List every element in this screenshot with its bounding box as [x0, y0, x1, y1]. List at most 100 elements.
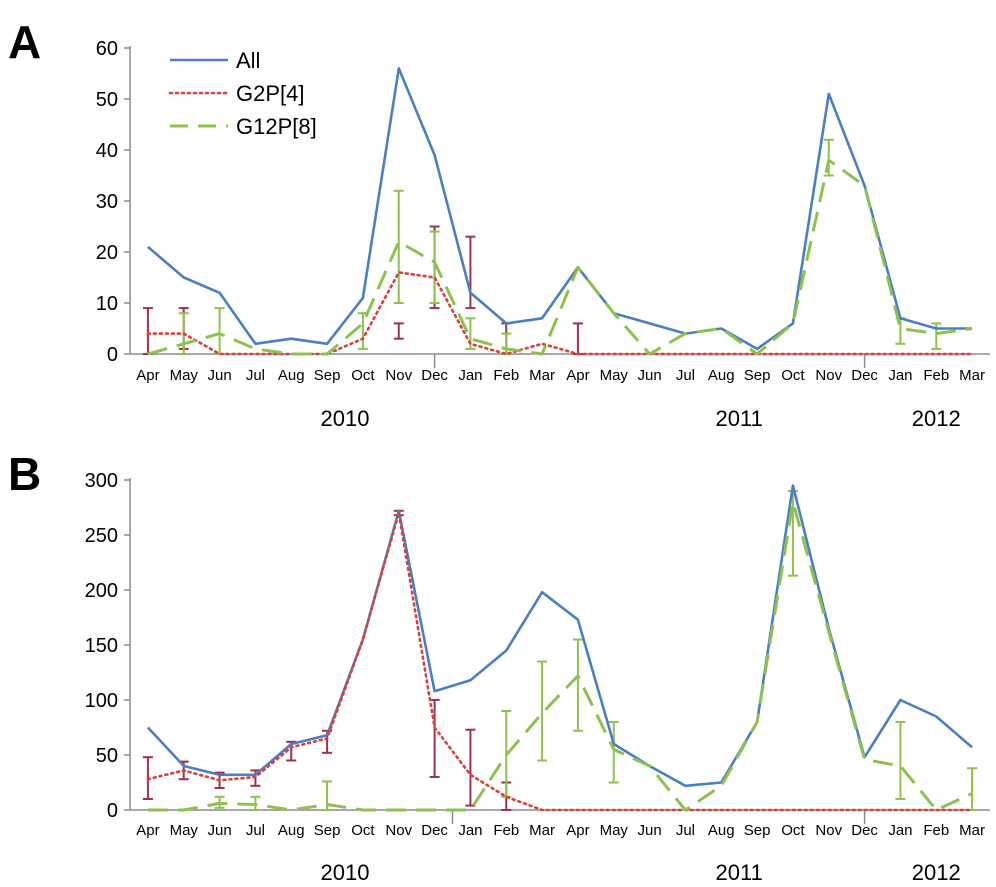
x-tick-label: Feb: [923, 367, 949, 384]
x-tick-label: Sep: [744, 822, 771, 839]
legend: All G2P[4] G12P[8]: [168, 48, 317, 139]
series-line-g2p4: [146, 511, 974, 812]
x-tick-label: Aug: [708, 367, 735, 384]
legend-item-g12p8: G12P[8]: [170, 114, 317, 139]
y-tick-label: 10: [96, 293, 118, 315]
x-tick-label: Oct: [781, 367, 805, 384]
x-tick-label: Mar: [959, 822, 985, 839]
x-tick-label: Dec: [421, 367, 448, 384]
x-tick-label: Jan: [458, 822, 482, 839]
year-label: 2011: [716, 406, 763, 431]
legend-label: G2P[4]: [236, 81, 304, 106]
x-tick-label: Sep: [314, 367, 341, 384]
panel-b-label: B: [8, 448, 41, 500]
error-bar-g2p4: [142, 307, 153, 355]
series-line-g12p8: [147, 158, 973, 356]
error-bar-g2p4: [572, 322, 583, 355]
series-line-all: [147, 67, 973, 351]
x-tick-label: Mar: [959, 367, 985, 384]
legend-label: G12P[8]: [236, 114, 317, 139]
x-tick-label: Feb: [493, 822, 519, 839]
x-tick-label: Mar: [529, 822, 555, 839]
series-line-g12p8: [147, 500, 973, 812]
x-tick-label: Apr: [136, 367, 159, 384]
error-bar-g12p8: [895, 721, 906, 800]
panel-b-chart: 0 50 100 150 200 250 300 Apr May Jun Jul Aug Sep Oct N…: [85, 470, 990, 885]
error-bar-g12p8: [572, 638, 583, 732]
error-bar-g2p4: [393, 322, 404, 340]
error-bar-g12p8: [608, 721, 619, 784]
year-label: 2011: [716, 860, 763, 885]
error-bar-g12p8: [823, 138, 834, 177]
error-bar-g12p8: [501, 332, 512, 355]
x-tick-label: Jul: [246, 822, 265, 839]
legend-item-all: All: [170, 48, 260, 73]
legend-item-g2p4: G2P[4]: [168, 81, 304, 106]
x-tick-label: Jun: [207, 822, 231, 839]
error-bar-g12p8: [214, 307, 225, 355]
x-tick-label: Jun: [637, 822, 661, 839]
x-tick-label: May: [600, 822, 629, 839]
y-tick-label: 30: [96, 191, 118, 213]
year-label: 2012: [912, 860, 961, 885]
x-tick-label: Sep: [314, 822, 341, 839]
error-bar-g2p4: [465, 235, 476, 310]
error-bar-g12p8: [967, 767, 978, 811]
x-tick-label: Feb: [923, 822, 949, 839]
x-tick-label: Nov: [815, 367, 842, 384]
year-label: 2010: [321, 406, 370, 431]
x-tick-label: Oct: [351, 367, 375, 384]
x-tick-label: Feb: [493, 367, 519, 384]
x-tick-label: Oct: [351, 822, 375, 839]
error-bar-g12p8: [393, 189, 404, 304]
y-tick-label: 50: [96, 89, 118, 111]
x-tick-label: Dec: [421, 822, 448, 839]
y-tick-label: 20: [96, 242, 118, 264]
x-tick-label: May: [600, 367, 629, 384]
y-tick-label: 40: [96, 140, 118, 162]
error-bar-g12p8: [429, 230, 440, 304]
error-bar-g12p8: [537, 660, 548, 762]
x-tick-label: Jul: [676, 367, 695, 384]
y-tick-label: 50: [96, 745, 118, 767]
y-tick-label: 150: [85, 635, 118, 657]
year-label: 2010: [321, 860, 370, 885]
panel-a-label: A: [8, 16, 41, 68]
y-tick-label: 60: [96, 38, 118, 60]
y-tick-label: 0: [107, 344, 118, 366]
error-bar-g2p4: [465, 728, 476, 807]
x-tick-label: Apr: [136, 822, 159, 839]
series-line-g2p4: [146, 271, 974, 356]
x-tick-label: Aug: [278, 367, 305, 384]
x-tick-label: Nov: [385, 822, 412, 839]
x-tick-label: May: [170, 822, 199, 839]
x-tick-label: Jan: [888, 822, 912, 839]
x-tick-label: Nov: [385, 367, 412, 384]
error-bar-g12p8: [895, 317, 906, 345]
y-tick-label: 0: [107, 800, 118, 822]
y-tick-label: 200: [85, 580, 118, 602]
y-tick-label: 100: [85, 690, 118, 712]
x-tick-label: Jun: [207, 367, 231, 384]
series-line-all: [146, 484, 973, 788]
y-tick-label: 250: [85, 525, 118, 547]
x-tick-label: Sep: [744, 367, 771, 384]
x-tick-label: Dec: [851, 822, 878, 839]
legend-label: All: [236, 48, 260, 73]
x-tick-label: Jul: [676, 822, 695, 839]
x-tick-label: Jun: [637, 367, 661, 384]
x-tick-label: Jul: [246, 367, 265, 384]
x-tick-label: Jan: [458, 367, 482, 384]
x-tick-label: Aug: [278, 822, 305, 839]
x-tick-label: Apr: [566, 822, 589, 839]
x-tick-label: Dec: [851, 367, 878, 384]
x-tick-label: Nov: [815, 822, 842, 839]
x-tick-label: Oct: [781, 822, 805, 839]
x-tick-label: Mar: [529, 367, 555, 384]
x-tick-label: May: [170, 367, 199, 384]
y-tick-label: 300: [85, 470, 118, 492]
x-tick-label: Jan: [888, 367, 912, 384]
panel-a-chart: 0 10 20 30 40 50 60 Apr May Jun Jul Aug Sep Oct Nov Dec…: [96, 38, 990, 431]
x-tick-label: Apr: [566, 367, 589, 384]
